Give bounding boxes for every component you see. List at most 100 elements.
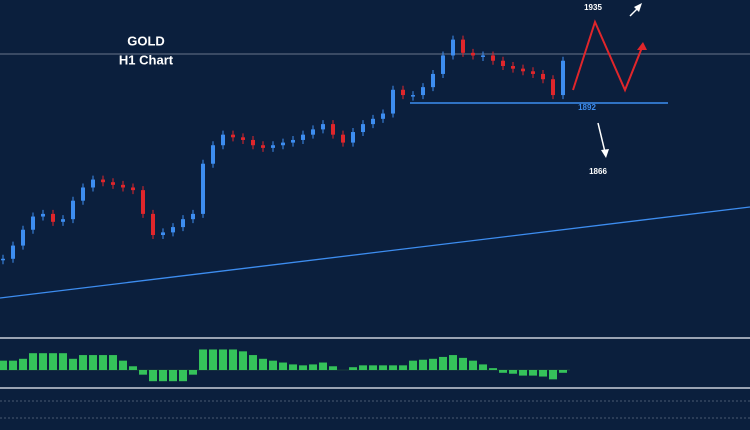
arrow-head: [601, 149, 609, 158]
histogram-bar: [169, 370, 177, 382]
target-high-label: 1935: [584, 3, 602, 12]
histogram-bar: [69, 358, 77, 370]
candle-body: [471, 52, 475, 56]
candle-body: [111, 182, 115, 185]
histogram-bar: [189, 370, 197, 375]
candle-body: [531, 71, 535, 74]
candle-body: [221, 134, 225, 146]
histogram-bar: [0, 360, 7, 370]
candle-body: [441, 55, 445, 74]
candle-body: [81, 187, 85, 201]
histogram-bar: [409, 360, 417, 370]
candle-body: [431, 73, 435, 88]
candle-body: [541, 73, 545, 80]
histogram-bar: [89, 355, 97, 370]
candle-body: [121, 184, 125, 188]
candle-body: [521, 68, 525, 72]
candle-body: [51, 213, 55, 222]
candle-body: [191, 213, 195, 220]
histogram-bar: [299, 365, 307, 370]
candle-body: [131, 187, 135, 191]
histogram-bar: [9, 360, 17, 370]
histogram-bar: [179, 370, 187, 382]
histogram-bar: [99, 355, 107, 370]
histogram-bar: [269, 360, 277, 370]
candle-body: [401, 89, 405, 96]
histogram-bar: [379, 365, 387, 370]
histogram-bar: [439, 356, 447, 370]
candle-body: [311, 129, 315, 135]
histogram-bar: [549, 370, 557, 380]
candle-body: [331, 124, 335, 135]
candle-body: [481, 55, 485, 57]
forecast-zigzag: [572, 19, 644, 93]
histogram-bar: [399, 365, 407, 370]
histogram-bar: [139, 370, 147, 375]
histogram-bar: [39, 353, 47, 370]
histogram-bar: [129, 366, 137, 370]
candle-body: [301, 134, 305, 140]
candle-body: [291, 139, 295, 143]
price-panel: 1892: [1, 35, 668, 265]
candle-body: [91, 179, 95, 188]
histogram-bar: [469, 360, 477, 370]
histogram-bar: [229, 349, 237, 370]
candle-body: [161, 232, 165, 236]
candle-body: [391, 89, 395, 114]
trend-line: [0, 206, 750, 299]
candle-body: [501, 60, 505, 67]
histogram-bar: [509, 370, 517, 374]
histogram-bar: [309, 364, 317, 370]
histogram-bar: [159, 370, 167, 382]
histogram-bar: [559, 370, 567, 373]
candle-body: [461, 39, 465, 53]
candle-body: [341, 134, 345, 143]
histogram-bar: [429, 358, 437, 370]
candle-body: [321, 124, 325, 130]
histogram-bar: [259, 358, 267, 370]
histogram-bar: [479, 364, 487, 370]
histogram-bar: [449, 355, 457, 370]
candle-body: [411, 95, 415, 97]
support-label: 1892: [578, 103, 596, 112]
histogram-bar: [149, 370, 157, 382]
histogram-bar: [219, 349, 227, 370]
histogram-bar: [359, 365, 367, 370]
histogram-bar: [319, 362, 327, 370]
candle-body: [31, 216, 35, 230]
histogram-bar: [49, 353, 57, 370]
candle-body: [351, 132, 355, 143]
candle-body: [201, 163, 205, 214]
histogram-bar: [459, 357, 467, 370]
histogram-bar: [389, 365, 397, 370]
candle-body: [181, 219, 185, 228]
histogram-bar: [289, 364, 297, 370]
target-low-label: 1866: [589, 167, 607, 176]
histogram-bar: [489, 368, 497, 370]
candle-body: [451, 39, 455, 56]
histogram-bar: [109, 355, 117, 370]
candle-body: [1, 258, 5, 261]
candle-body: [151, 213, 155, 236]
candle-body: [101, 179, 105, 183]
candle-body: [261, 145, 265, 148]
candle-body: [41, 213, 45, 217]
candle-body: [371, 118, 375, 125]
candle-body: [71, 200, 75, 220]
histogram-bar: [59, 353, 67, 370]
candle-body: [271, 145, 275, 148]
histogram-bar: [419, 359, 427, 370]
candle-body: [171, 227, 175, 233]
arrow-head: [637, 42, 647, 50]
histogram-bar: [29, 353, 37, 370]
candle-body: [141, 190, 145, 214]
candle-body: [561, 60, 565, 96]
histogram-bar: [199, 349, 207, 370]
histogram-bar: [279, 362, 287, 370]
histogram-bar: [329, 366, 337, 370]
histogram-bar: [239, 351, 247, 370]
candle-body: [21, 229, 25, 246]
candle-body: [211, 145, 215, 164]
candle-body: [511, 66, 515, 69]
